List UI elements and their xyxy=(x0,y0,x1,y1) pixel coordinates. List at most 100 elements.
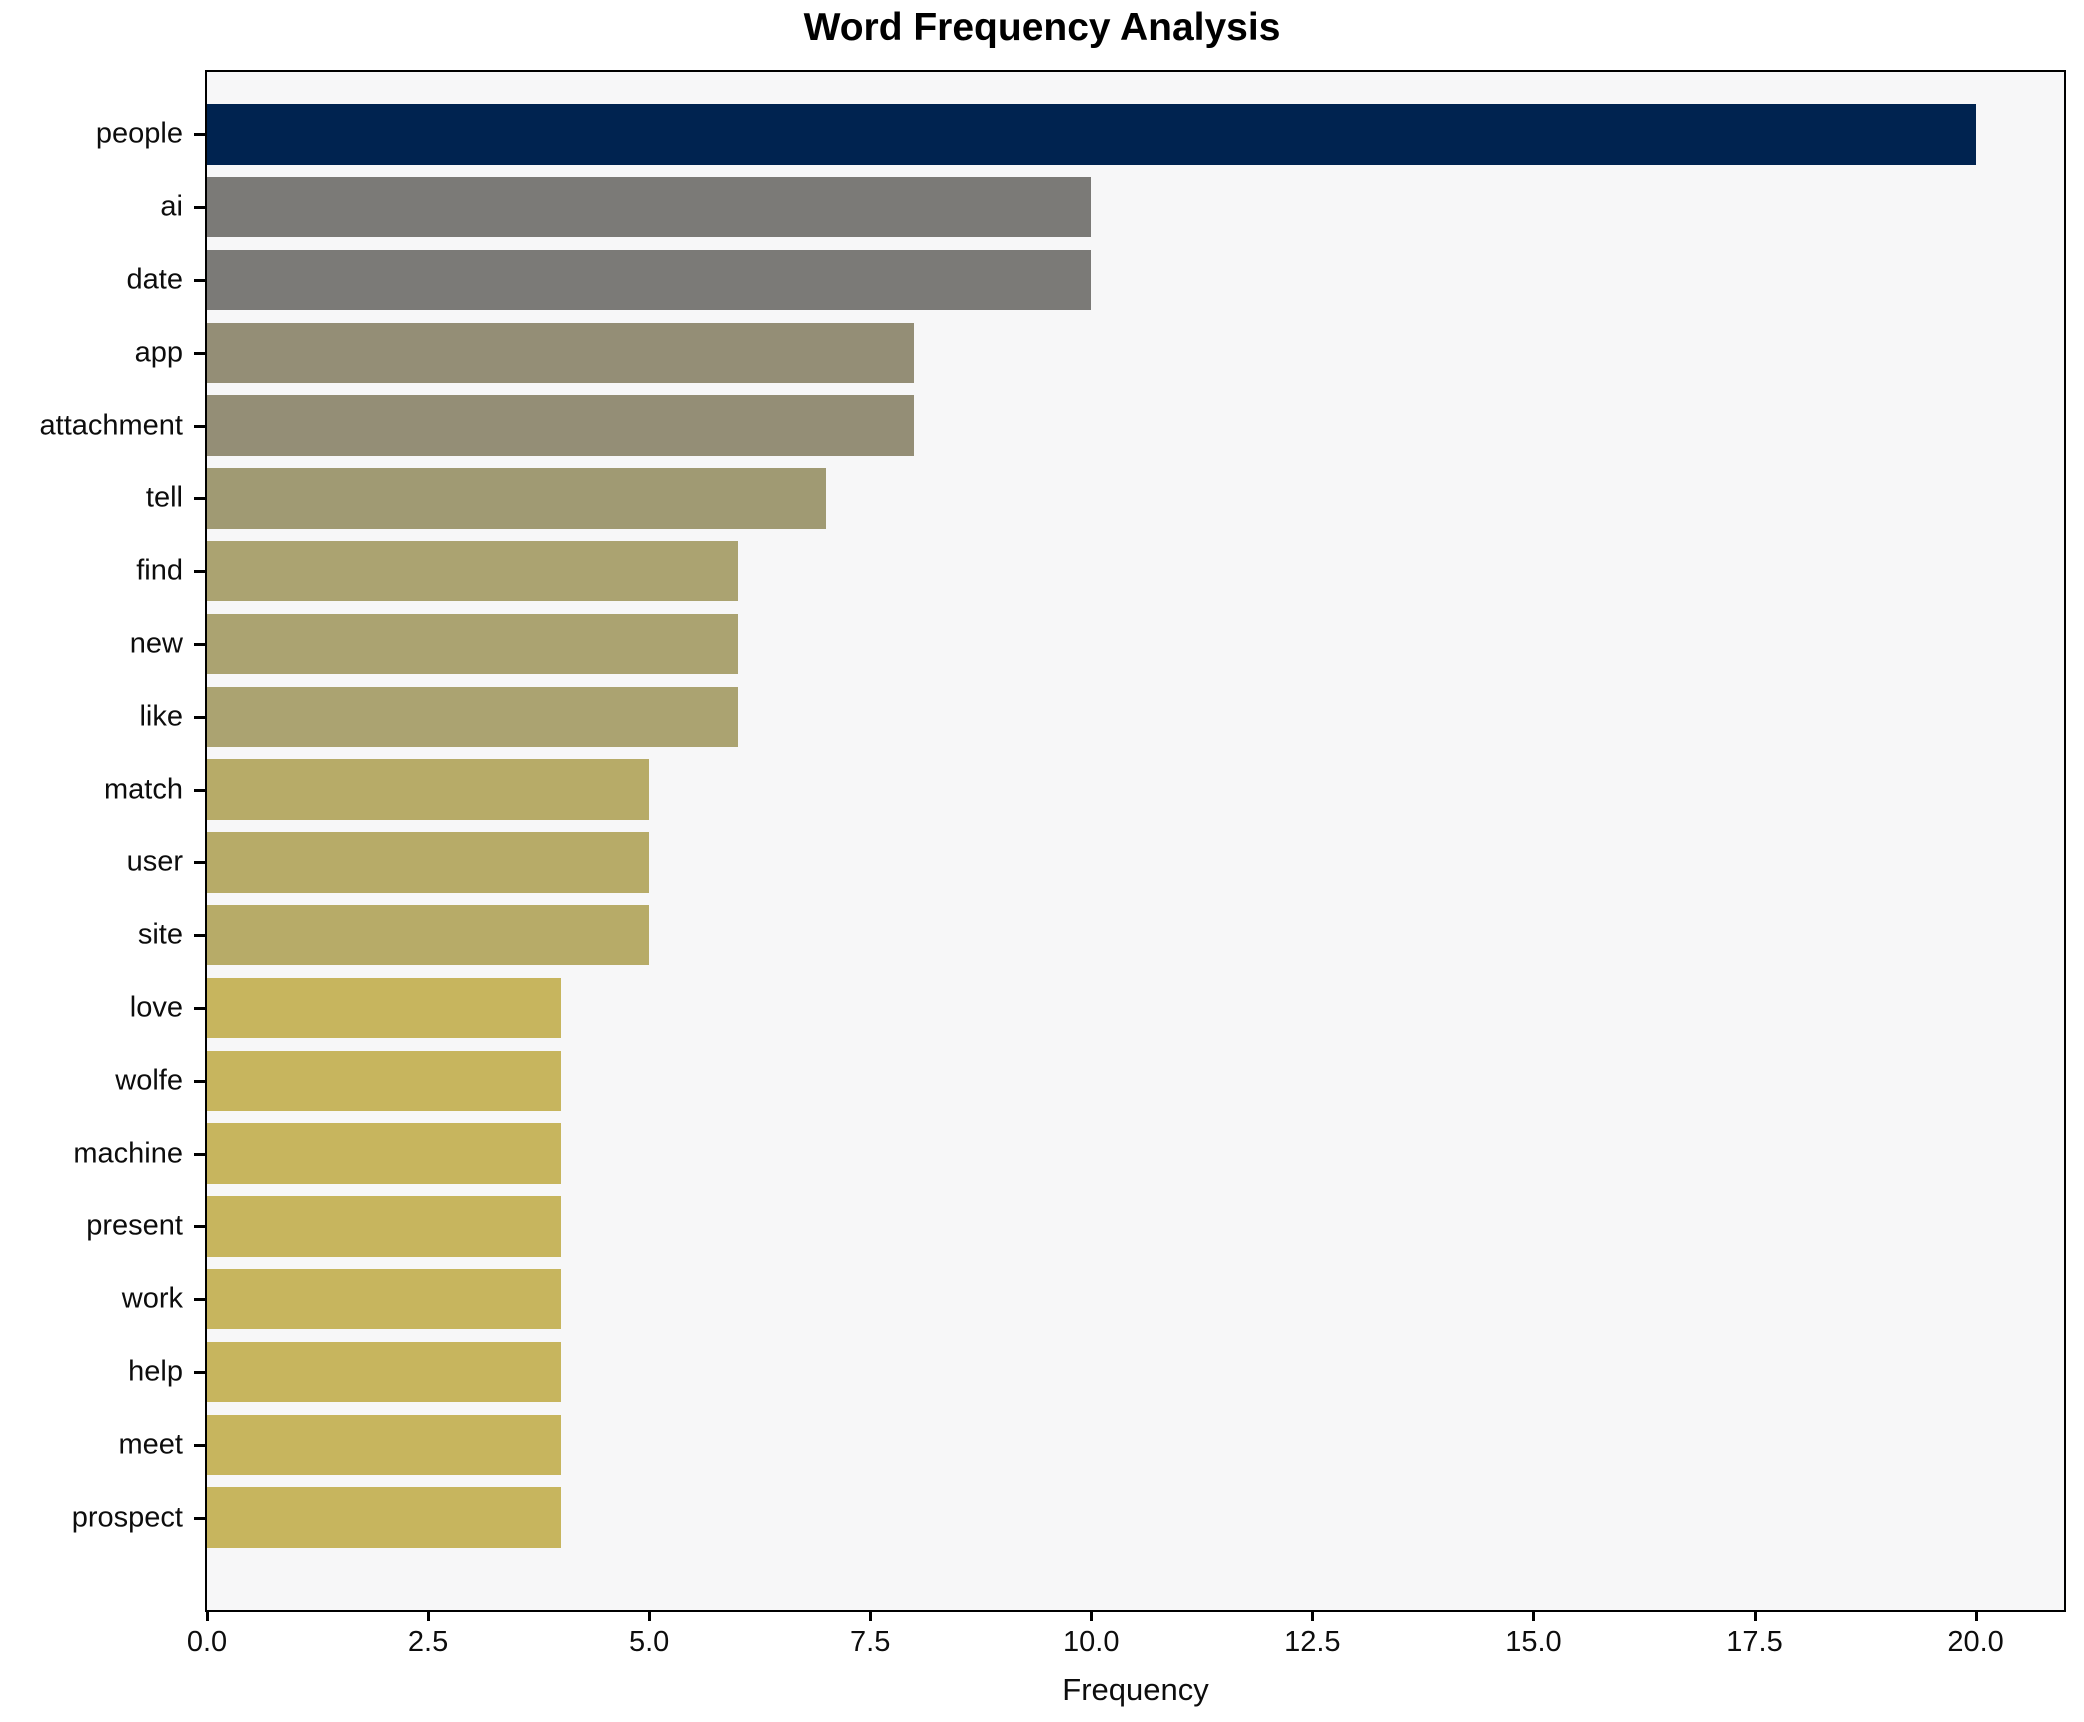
bar xyxy=(207,1268,561,1330)
bar xyxy=(207,1414,561,1475)
x-tick-mark xyxy=(206,1610,209,1621)
y-tick-label: like xyxy=(139,700,183,733)
y-tick-mark xyxy=(194,570,205,574)
x-tick-mark xyxy=(1974,1610,1978,1621)
bar-row: match xyxy=(104,753,2064,826)
x-tick-mark xyxy=(1090,1610,1094,1621)
y-tick-label: prospect xyxy=(71,1501,183,1534)
y-tick-label: present xyxy=(86,1209,183,1242)
y-tick-label: site xyxy=(137,918,183,951)
y-tick-mark xyxy=(194,861,205,865)
bar-row: machine xyxy=(73,1117,2064,1190)
x-tick-label: 5.0 xyxy=(628,1626,670,1658)
bar-row: user xyxy=(127,826,2064,899)
bar xyxy=(207,1196,561,1257)
x-tick-label: 12.5 xyxy=(1284,1626,1341,1658)
x-tick-label: 7.5 xyxy=(850,1626,891,1658)
bar-row: work xyxy=(122,1263,2064,1336)
y-tick-mark xyxy=(194,351,205,355)
bar-row: meet xyxy=(119,1408,2064,1481)
bar-row: attachment xyxy=(40,389,2064,462)
bar-row: help xyxy=(128,1336,2064,1409)
x-tick-label: 15.0 xyxy=(1505,1626,1562,1658)
y-tick-label: machine xyxy=(73,1137,183,1170)
y-tick-mark xyxy=(194,788,205,792)
y-tick-label: work xyxy=(121,1282,183,1315)
y-tick-mark xyxy=(194,934,205,938)
y-tick-mark xyxy=(194,133,205,137)
bar-row: like xyxy=(139,680,2064,753)
bar-row: ai xyxy=(160,171,2064,244)
y-tick-mark xyxy=(194,1225,205,1229)
y-tick-mark xyxy=(194,206,205,210)
y-tick-label: date xyxy=(126,263,183,296)
bar-row: love xyxy=(130,972,2064,1045)
y-tick-label: tell xyxy=(145,481,183,514)
y-tick-label: new xyxy=(129,627,183,660)
bar xyxy=(207,904,650,966)
y-tick-mark xyxy=(194,1298,205,1302)
bar-row: prospect xyxy=(72,1481,2064,1554)
bar-row: app xyxy=(135,316,2064,389)
bar xyxy=(207,1341,561,1403)
x-tick-label: 17.5 xyxy=(1726,1626,1783,1658)
x-tick-label: 10.0 xyxy=(1063,1626,1120,1658)
y-tick-mark xyxy=(194,1370,205,1374)
y-tick-label: love xyxy=(129,991,183,1024)
y-tick-label: help xyxy=(128,1355,183,1388)
y-tick-label: ai xyxy=(160,190,183,223)
y-tick-label: match xyxy=(104,773,183,806)
x-tick-mark xyxy=(1753,1610,1757,1621)
y-tick-label: wolfe xyxy=(115,1064,183,1097)
bar xyxy=(207,832,650,893)
bar-row: tell xyxy=(146,462,2064,535)
y-tick-mark xyxy=(194,278,205,282)
bar xyxy=(207,1487,561,1548)
x-axis-label: Frequency xyxy=(1062,1672,1209,1707)
bar xyxy=(207,977,561,1039)
bar-row: wolfe xyxy=(115,1044,2064,1117)
y-tick-mark xyxy=(194,1079,205,1083)
x-tick-mark xyxy=(427,1610,431,1621)
bar xyxy=(207,759,650,820)
y-tick-label: user xyxy=(126,845,183,878)
x-tick-mark xyxy=(1532,1610,1536,1621)
bar xyxy=(207,322,915,383)
y-tick-mark xyxy=(194,1152,205,1156)
y-tick-label: people xyxy=(95,117,183,150)
bar-row: site xyxy=(138,899,2064,972)
bar xyxy=(207,1050,561,1111)
bar-row: present xyxy=(86,1190,2064,1263)
y-tick-mark xyxy=(194,1516,205,1520)
bar-row: new xyxy=(130,608,2064,681)
y-tick-mark xyxy=(194,1006,205,1010)
bar-row: people xyxy=(96,98,2064,171)
y-tick-mark xyxy=(194,642,205,646)
bar-row: find xyxy=(136,535,2064,608)
bar xyxy=(207,249,1092,311)
bar xyxy=(207,395,915,456)
bar xyxy=(207,613,738,675)
bar xyxy=(207,686,738,747)
x-tick-label: 0.0 xyxy=(186,1626,228,1658)
x-tick-label: 2.5 xyxy=(407,1626,449,1658)
y-tick-label: find xyxy=(136,554,183,587)
y-tick-mark xyxy=(194,424,205,428)
bar xyxy=(207,176,1092,238)
x-tick-mark xyxy=(648,1610,652,1621)
y-tick-mark xyxy=(194,715,205,719)
y-tick-mark xyxy=(194,1443,205,1447)
bar-row: date xyxy=(127,244,2064,317)
x-tick-label: 20.0 xyxy=(1947,1626,2004,1658)
y-tick-label: meet xyxy=(118,1428,183,1461)
chart-title: Word Frequency Analysis xyxy=(803,6,1281,49)
plot-area: people ai date app attachment tell find new like… xyxy=(40,70,2066,1707)
y-tick-mark xyxy=(194,497,205,501)
x-tick-mark xyxy=(1311,1610,1315,1621)
y-tick-label: attachment xyxy=(39,409,183,442)
bar xyxy=(207,104,1976,165)
bar xyxy=(207,468,826,529)
bars-container: people ai date app attachment tell find new like… xyxy=(40,72,2064,1610)
x-tick-mark xyxy=(869,1610,873,1621)
y-tick-label: app xyxy=(134,336,183,369)
